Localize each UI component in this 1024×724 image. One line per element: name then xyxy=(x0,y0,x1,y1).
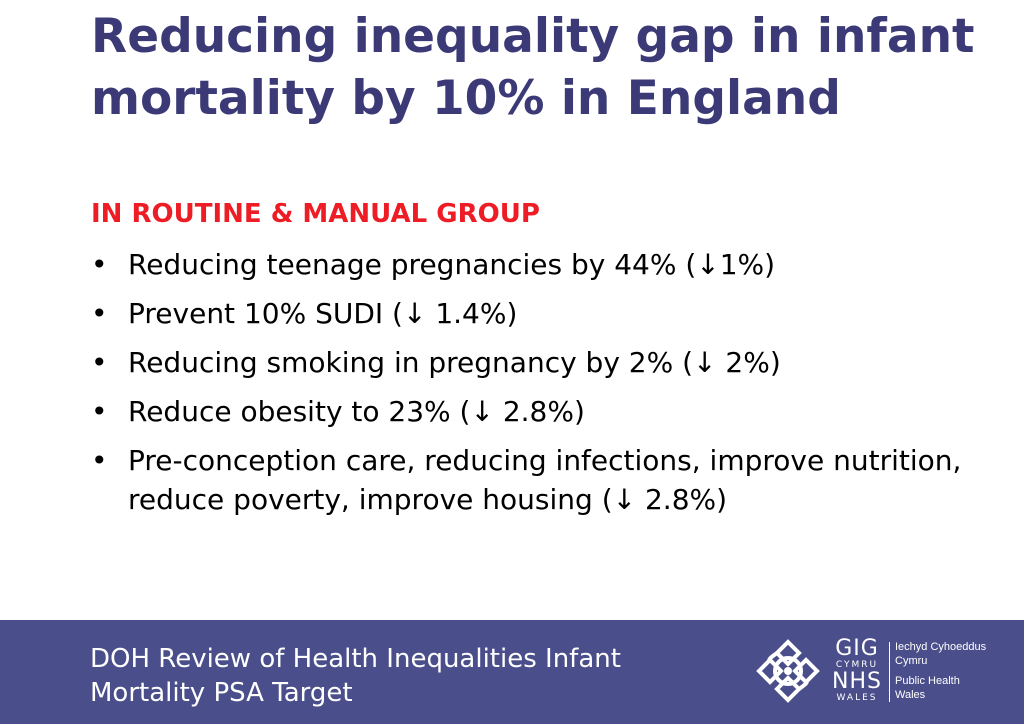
bullet-marker: • xyxy=(91,444,108,477)
bullet-marker: • xyxy=(91,395,108,428)
welsh-name-line1: Iechyd Cyhoeddus xyxy=(895,641,987,653)
logo-wales-text: WALES xyxy=(836,693,878,703)
bullet-item: • Reduce obesity to 23% (↓ 2.8%) xyxy=(91,392,971,431)
bullet-text: Pre-conception care, reducing infections… xyxy=(128,444,962,516)
public-health-wales-logo: GIG CYMRU NHS WALES Iechyd Cyhoeddus Cym… xyxy=(755,636,1005,708)
bullet-marker: • xyxy=(91,297,108,330)
bullet-item: • Reducing teenage pregnancies by 44% (↓… xyxy=(91,245,971,284)
bullet-item: • Reducing smoking in pregnancy by 2% (↓… xyxy=(91,343,971,382)
nhs-wales-wordmark: GIG CYMRU NHS WALES xyxy=(828,638,886,704)
logo-organisation-names: Iechyd Cyhoeddus Cymru Public Health Wal… xyxy=(895,640,1005,702)
slide-subtitle: IN ROUTINE & MANUAL GROUP xyxy=(91,199,540,229)
bullet-marker: • xyxy=(91,248,108,281)
bullet-list: • Reducing teenage pregnancies by 44% (↓… xyxy=(91,245,971,529)
bullet-text: Prevent 10% SUDI (↓ 1.4%) xyxy=(128,297,518,330)
slide-title: Reducing inequality gap in infant mortal… xyxy=(91,9,975,126)
bullet-text: Reduce obesity to 23% (↓ 2.8%) xyxy=(128,395,585,428)
logo-nhs-text: NHS xyxy=(832,669,882,694)
bullet-text: Reducing smoking in pregnancy by 2% (↓ 2… xyxy=(128,346,781,379)
logo-gig-text: GIG xyxy=(835,636,879,661)
celtic-knot-icon xyxy=(756,639,820,703)
welsh-name-line2: Cymru xyxy=(895,655,928,667)
logo-divider xyxy=(889,642,890,702)
bullet-marker: • xyxy=(91,346,108,379)
footer-bar: DOH Review of Health Inequalities Infant… xyxy=(0,620,1024,724)
bullet-item: • Prevent 10% SUDI (↓ 1.4%) xyxy=(91,294,971,333)
logo-cymru-text: CYMRU xyxy=(835,660,879,670)
bullet-item: • Pre-conception care, reducing infectio… xyxy=(91,441,971,519)
footer-source-text: DOH Review of Health Inequalities Infant… xyxy=(90,644,621,708)
bullet-text: Reducing teenage pregnancies by 44% (↓1%… xyxy=(128,248,776,281)
english-name-line2: Wales xyxy=(895,689,926,701)
english-name-line1: Public Health xyxy=(895,675,960,687)
